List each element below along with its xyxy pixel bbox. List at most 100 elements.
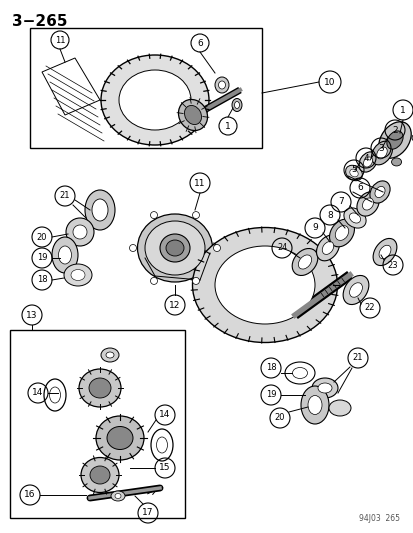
Ellipse shape bbox=[391, 158, 401, 166]
Text: 10: 10 bbox=[323, 77, 335, 86]
Text: 20: 20 bbox=[274, 414, 285, 423]
Ellipse shape bbox=[343, 208, 365, 228]
Text: 1: 1 bbox=[225, 122, 230, 131]
Ellipse shape bbox=[92, 199, 108, 221]
Ellipse shape bbox=[52, 237, 78, 273]
Ellipse shape bbox=[107, 426, 133, 449]
Ellipse shape bbox=[369, 181, 389, 203]
Ellipse shape bbox=[362, 198, 373, 210]
Text: 19: 19 bbox=[265, 391, 275, 400]
Ellipse shape bbox=[342, 276, 368, 304]
Ellipse shape bbox=[328, 400, 350, 416]
Ellipse shape bbox=[145, 221, 204, 275]
Ellipse shape bbox=[349, 282, 361, 297]
Ellipse shape bbox=[115, 494, 121, 498]
Ellipse shape bbox=[101, 55, 209, 145]
Ellipse shape bbox=[150, 277, 157, 285]
Ellipse shape bbox=[307, 395, 321, 415]
Text: 24: 24 bbox=[276, 244, 286, 253]
Ellipse shape bbox=[96, 416, 144, 460]
Text: 18: 18 bbox=[37, 276, 47, 285]
Ellipse shape bbox=[372, 238, 396, 265]
Ellipse shape bbox=[192, 212, 199, 219]
Ellipse shape bbox=[101, 348, 119, 362]
Ellipse shape bbox=[150, 212, 157, 219]
Ellipse shape bbox=[119, 70, 190, 130]
Ellipse shape bbox=[106, 352, 114, 358]
Ellipse shape bbox=[356, 192, 378, 216]
Text: 2: 2 bbox=[391, 125, 397, 134]
Text: 21: 21 bbox=[352, 353, 362, 362]
Text: 16: 16 bbox=[24, 490, 36, 499]
Text: 21: 21 bbox=[59, 191, 70, 200]
Ellipse shape bbox=[317, 383, 331, 393]
Ellipse shape bbox=[111, 491, 125, 501]
Ellipse shape bbox=[376, 147, 386, 159]
Ellipse shape bbox=[137, 214, 212, 282]
Ellipse shape bbox=[321, 241, 333, 254]
Text: 9: 9 bbox=[311, 223, 317, 232]
Text: 6: 6 bbox=[197, 38, 202, 47]
Ellipse shape bbox=[73, 225, 87, 239]
Ellipse shape bbox=[218, 81, 225, 89]
Text: 11: 11 bbox=[55, 36, 65, 44]
Text: 15: 15 bbox=[159, 464, 170, 472]
Ellipse shape bbox=[316, 235, 339, 261]
Text: 23: 23 bbox=[387, 261, 397, 270]
Ellipse shape bbox=[345, 165, 361, 181]
Text: 7: 7 bbox=[337, 198, 343, 206]
Text: 8: 8 bbox=[326, 211, 332, 220]
Text: 14: 14 bbox=[159, 410, 170, 419]
Ellipse shape bbox=[166, 240, 183, 256]
Ellipse shape bbox=[378, 122, 410, 158]
Text: 5: 5 bbox=[350, 166, 356, 174]
Text: 20: 20 bbox=[37, 232, 47, 241]
Text: 19: 19 bbox=[37, 254, 47, 262]
Ellipse shape bbox=[298, 255, 311, 269]
Ellipse shape bbox=[363, 157, 372, 167]
Ellipse shape bbox=[311, 378, 337, 398]
Text: 6: 6 bbox=[356, 183, 362, 192]
Ellipse shape bbox=[234, 101, 239, 109]
Ellipse shape bbox=[85, 190, 115, 230]
Ellipse shape bbox=[378, 245, 390, 259]
Text: 14: 14 bbox=[32, 389, 44, 398]
Ellipse shape bbox=[184, 106, 201, 125]
Ellipse shape bbox=[81, 457, 119, 492]
Ellipse shape bbox=[66, 218, 94, 246]
Ellipse shape bbox=[349, 169, 357, 177]
Text: 4: 4 bbox=[362, 154, 368, 163]
Ellipse shape bbox=[386, 131, 402, 149]
Ellipse shape bbox=[129, 245, 136, 252]
Text: 94J03  265: 94J03 265 bbox=[358, 514, 399, 523]
Ellipse shape bbox=[79, 369, 121, 407]
Ellipse shape bbox=[370, 141, 392, 165]
Text: 17: 17 bbox=[142, 508, 153, 518]
Text: 11: 11 bbox=[194, 179, 205, 188]
Ellipse shape bbox=[358, 152, 376, 172]
Ellipse shape bbox=[411, 134, 413, 142]
Text: 18: 18 bbox=[265, 364, 275, 373]
Ellipse shape bbox=[90, 466, 110, 484]
Text: 3−265: 3−265 bbox=[12, 14, 67, 29]
Text: 3: 3 bbox=[377, 143, 383, 152]
Bar bbox=[30, 28, 261, 148]
Ellipse shape bbox=[300, 386, 328, 424]
Ellipse shape bbox=[335, 225, 348, 240]
Ellipse shape bbox=[178, 100, 207, 131]
Ellipse shape bbox=[214, 246, 314, 324]
Text: 22: 22 bbox=[364, 303, 374, 312]
Ellipse shape bbox=[192, 277, 199, 285]
Ellipse shape bbox=[71, 270, 85, 280]
Ellipse shape bbox=[349, 213, 360, 223]
Text: 1: 1 bbox=[399, 106, 405, 115]
Ellipse shape bbox=[159, 234, 190, 262]
Ellipse shape bbox=[192, 228, 337, 343]
Ellipse shape bbox=[58, 246, 71, 264]
Text: 13: 13 bbox=[26, 311, 38, 319]
Ellipse shape bbox=[213, 245, 220, 252]
Ellipse shape bbox=[64, 264, 92, 286]
Ellipse shape bbox=[329, 219, 354, 247]
Ellipse shape bbox=[374, 187, 384, 198]
Text: 12: 12 bbox=[169, 301, 180, 310]
